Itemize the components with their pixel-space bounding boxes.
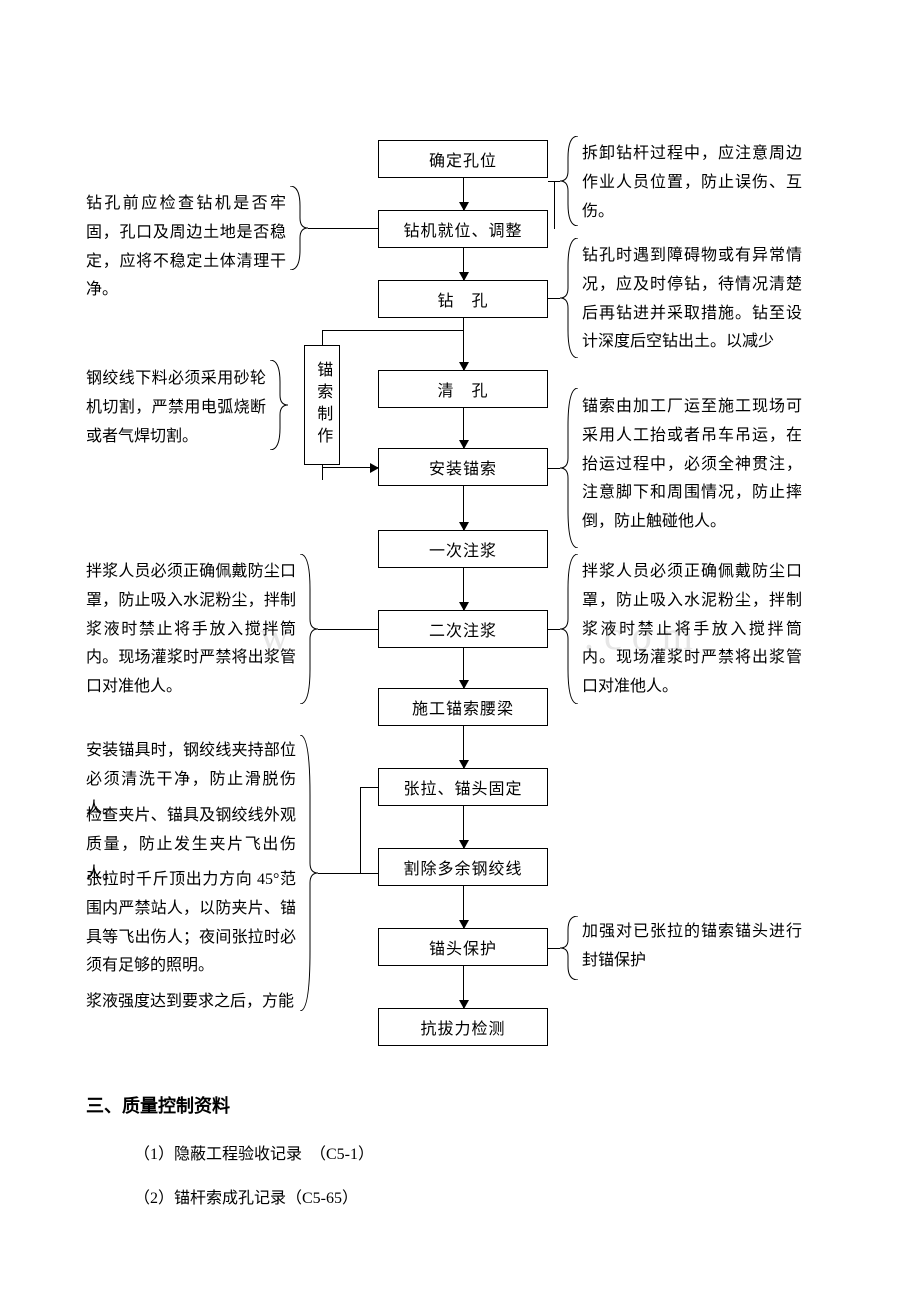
- note-right-5: 加强对已张拉的锚索锚头进行封锚保护: [582, 918, 802, 976]
- flow-arrow-8: [463, 726, 464, 768]
- conn-l4: [318, 873, 378, 874]
- conn-r4: [548, 629, 560, 630]
- bracket-left-1: [290, 186, 308, 270]
- flow-arrow-9: [463, 806, 464, 848]
- flow-arrow-7: [463, 648, 464, 688]
- note-left-4d: 浆液强度达到要求之后，方能: [86, 988, 296, 1017]
- flow-node-n9: 张拉、锚头固定: [378, 768, 548, 806]
- note-right-4: 拌浆人员必须正确佩戴防尘口罩，防止吸入水泥粉尘，拌制浆液时禁止将手放入搅拌筒内。…: [582, 558, 802, 702]
- conn-l1: [308, 228, 378, 229]
- note-right-1: 拆卸钻杆过程中，应注意周边作业人员位置，防止误伤、互伤。: [582, 140, 802, 226]
- conn-l4h2: [360, 787, 378, 788]
- flow-arrow-11: [463, 966, 464, 1008]
- bracket-left-2: [270, 360, 288, 450]
- bracket-right-3: [560, 388, 578, 548]
- flow-arrow-5: [463, 486, 464, 530]
- section-title: 三、质量控制资料: [86, 1092, 230, 1118]
- sidebox-top-h: [322, 330, 463, 331]
- flow-node-n11: 锚头保护: [378, 928, 548, 966]
- sidebox-top-v: [322, 330, 323, 345]
- note-left-4c: 张拉时千斤顶出力方向 45°范围内严禁站人，以防夹片、锚具等飞出伤人；夜间张拉时…: [86, 866, 296, 981]
- conn-l4v: [360, 787, 361, 873]
- flow-arrow-10: [463, 886, 464, 928]
- flow-arrow-4: [463, 408, 464, 448]
- sidebox-anchor-cable-make: 锚索制作: [304, 345, 340, 465]
- qc-item-1: （1）隐蔽工程验收记录 （C5-1）: [134, 1140, 374, 1164]
- bracket-right-2: [560, 238, 578, 358]
- flow-node-n1: 确定孔位: [378, 140, 548, 178]
- flow-node-n8: 施工锚索腰梁: [378, 688, 548, 726]
- flow-node-n3: 钻 孔: [378, 280, 548, 318]
- conn-r2: [548, 298, 560, 299]
- qc-item-2: （2）锚杆索成孔记录（C5-65）: [134, 1184, 358, 1208]
- conn-r5: [548, 948, 560, 949]
- flow-node-n5: 安装锚索: [378, 448, 548, 486]
- flow-node-n10: 割除多余钢绞线: [378, 848, 548, 886]
- bracket-left-3: [300, 554, 318, 704]
- bracket-left-4: [300, 735, 318, 1011]
- note-left-1: 钻孔前应检查钻机是否牢固，孔口及周边土地是否稳定，应将不稳定土体清理干净。: [86, 190, 286, 305]
- flow-arrow-6: [463, 568, 464, 610]
- sidebox-bot-h: [322, 467, 378, 468]
- bracket-right-1: [560, 136, 578, 226]
- flow-node-n6: 一次注浆: [378, 530, 548, 568]
- note-right-2: 钻孔时遇到障碍物或有异常情况，应及时停钻，待情况清楚后再钻进并采取措施。钻至设计…: [582, 242, 802, 357]
- conn-r1v: [554, 181, 555, 229]
- note-left-3: 拌浆人员必须正确佩戴防尘口罩，防止吸入水泥粉尘，拌制浆液时禁止将手放入搅拌筒内。…: [86, 558, 296, 702]
- flow-node-n7: 二次注浆: [378, 610, 548, 648]
- note-left-2: 钢绞线下料必须采用砂轮机切割，严禁用电弧烧断或者气焊切割。: [86, 365, 266, 451]
- flow-arrow-3: [463, 318, 464, 370]
- flow-node-n12: 抗拔力检测: [378, 1008, 548, 1046]
- flow-arrow-2: [463, 248, 464, 280]
- conn-l3: [318, 629, 378, 630]
- flow-node-n2: 钻机就位、调整: [378, 210, 548, 248]
- flow-arrow-1: [463, 178, 464, 210]
- flow-node-n4: 清 孔: [378, 370, 548, 408]
- conn-r3: [548, 468, 560, 469]
- page-root: w .com 确定孔位钻机就位、调整钻 孔清 孔安装锚索一次注浆二次注浆施工锚索…: [0, 0, 920, 1302]
- bracket-right-5: [560, 916, 578, 980]
- bracket-right-4: [560, 554, 578, 704]
- note-right-3: 锚索由加工厂运至施工现场可采用人工抬或者吊车吊运，在抬运过程中，必须全神贯注，注…: [582, 393, 802, 537]
